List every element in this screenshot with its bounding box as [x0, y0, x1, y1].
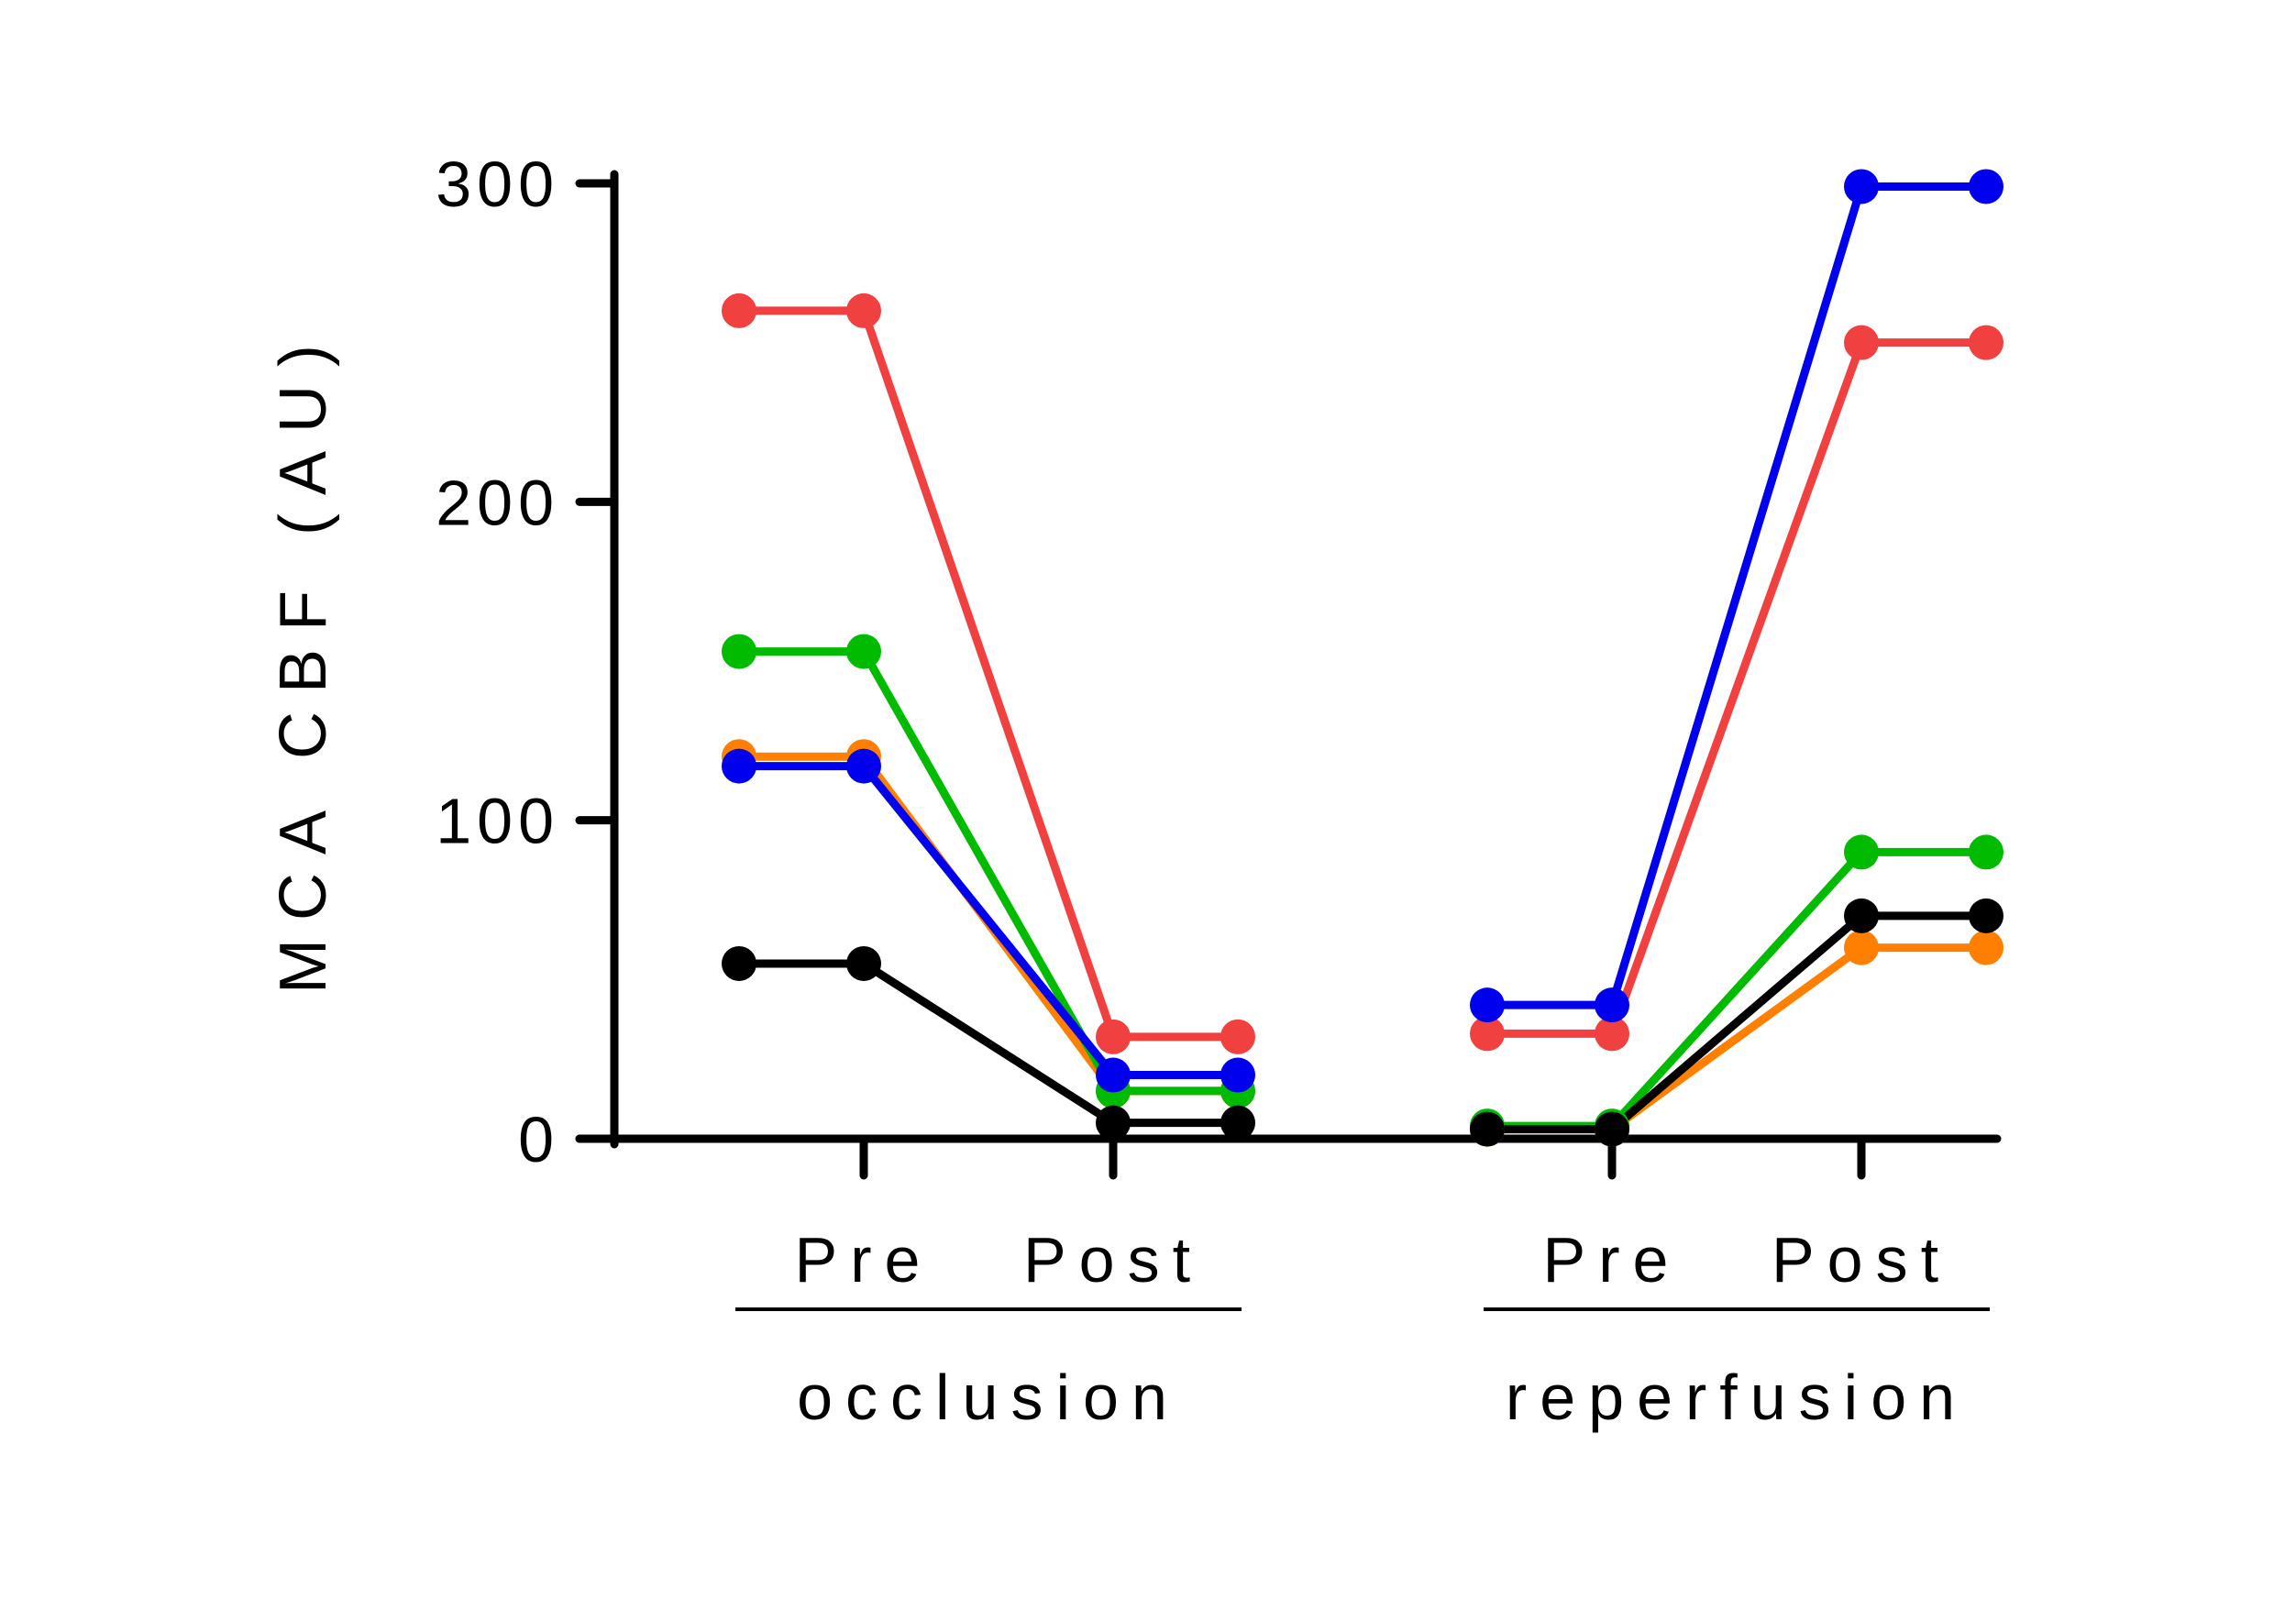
group-label: reperfusion [1506, 1362, 1968, 1433]
data-point [1096, 1057, 1131, 1093]
data-point [1844, 930, 1879, 965]
series-layer [722, 169, 2003, 1147]
data-point [1969, 834, 2003, 870]
group-label: occlusion [797, 1362, 1180, 1433]
data-point [846, 748, 881, 784]
x-tick-label: Post [1023, 1224, 1203, 1296]
data-point [1595, 1111, 1629, 1147]
series-line [739, 959, 1238, 1128]
y-tick-label: 200 [436, 467, 559, 538]
data-point [1470, 987, 1505, 1023]
data-point [1595, 1016, 1629, 1052]
data-point [1969, 325, 2003, 360]
x-tick-label: Post [1772, 1224, 1951, 1296]
data-point [1969, 169, 2003, 204]
x-tick-label: Pre [1543, 1224, 1682, 1296]
series-line [1487, 182, 1986, 1009]
y-tick-label: 300 [436, 149, 559, 220]
series-line [739, 762, 1238, 1080]
data-point [1220, 1057, 1255, 1093]
y-tick-label: 0 [518, 1104, 559, 1175]
data-point [1220, 1019, 1255, 1054]
data-point [1470, 1016, 1505, 1052]
data-point [722, 945, 756, 981]
series-line [1487, 943, 1986, 1134]
axes [575, 170, 2002, 1311]
data-point [1595, 987, 1629, 1023]
data-point [1844, 898, 1879, 933]
data-point [722, 748, 756, 784]
data-point [1969, 898, 2003, 933]
data-point [1844, 169, 1879, 204]
series-line [739, 306, 1238, 1042]
data-point [722, 634, 756, 669]
series-line [739, 647, 1238, 1096]
series-line [1487, 847, 1986, 1130]
data-point [722, 292, 756, 328]
labels: MCA CBF (AU) 0 100 200 300 Pre Post Pre Post occ… [267, 149, 1968, 1433]
y-axis-title: MCA CBF (AU) [267, 326, 340, 994]
data-point [1220, 1105, 1255, 1141]
data-point [846, 292, 881, 328]
data-point [1844, 325, 1879, 360]
data-point [846, 945, 881, 981]
y-tick-label: 100 [436, 786, 559, 857]
x-tick-label: Pre [795, 1224, 933, 1296]
series-line [1487, 911, 1986, 1134]
data-point [1969, 930, 2003, 965]
data-point [1096, 1105, 1131, 1141]
series-line [1487, 338, 1986, 1038]
data-point [1096, 1019, 1131, 1054]
data-point [1844, 834, 1879, 870]
data-point [1470, 1111, 1505, 1147]
data-point [846, 634, 881, 669]
